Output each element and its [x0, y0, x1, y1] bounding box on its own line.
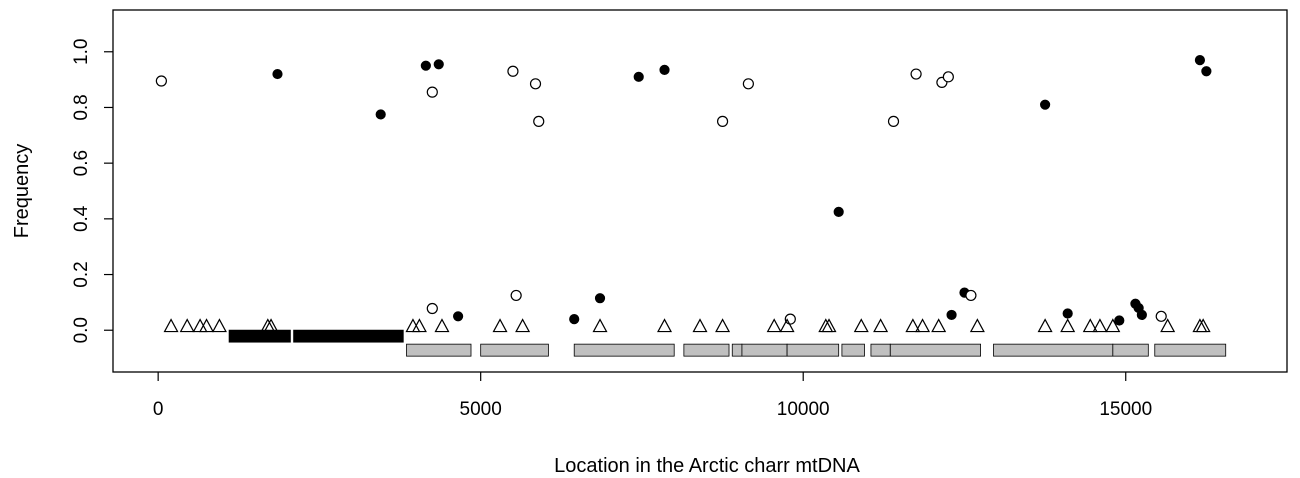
open-circle-point: [533, 115, 545, 127]
x-tick-label: 5000: [460, 399, 502, 420]
open-triangle-point: [492, 318, 508, 333]
gene-region-bar: [1112, 343, 1149, 357]
open-triangle-point: [1037, 318, 1053, 333]
filled-circle-point: [1136, 309, 1147, 321]
open-triangle-point: [411, 318, 427, 333]
open-triangle-point: [692, 318, 708, 333]
open-circle-point: [742, 78, 754, 90]
genome-regions: [228, 329, 1227, 357]
y-axis-title: Frequency: [11, 144, 33, 239]
y-tick-label: 0.0: [71, 317, 92, 343]
open-triangle-point: [434, 318, 450, 333]
x-axis: 0 5000 10000 15000: [153, 371, 1152, 420]
open-circle-point: [510, 289, 522, 302]
open-triangle-point: [821, 318, 837, 333]
open-circle-point: [887, 115, 900, 127]
filled-circle-point: [1194, 55, 1206, 66]
filled-circle-point: [375, 109, 386, 120]
open-triangle-point: [931, 318, 947, 333]
open-triangle-point: [1105, 318, 1121, 333]
filled-circle-point: [433, 59, 444, 70]
filled-circle-point: [1040, 99, 1051, 110]
open-triangle-point: [969, 318, 985, 333]
rrna-region-bar: [228, 329, 291, 343]
open-triangle-point: [405, 318, 421, 333]
gene-region-bar: [480, 343, 549, 357]
open-triangle-point: [715, 318, 731, 333]
open-triangle-point: [1195, 318, 1211, 333]
gene-region-bar: [683, 343, 730, 357]
filled-circle-point: [633, 71, 644, 82]
open-triangle-point: [779, 318, 795, 333]
filled-circle-point: [420, 60, 431, 71]
open-triangle-point: [179, 318, 195, 333]
open-triangle-point: [163, 318, 179, 333]
open-triangle-point: [1060, 318, 1076, 333]
open-triangle-point: [766, 318, 782, 333]
open-circle-point: [1155, 310, 1167, 322]
open-circle-point: [942, 71, 954, 83]
gene-region-bar: [870, 343, 891, 357]
filled-circle-point: [833, 206, 844, 217]
gene-region-bar: [786, 343, 840, 357]
open-circle-point: [426, 86, 438, 98]
filled-circle-point: [1201, 66, 1212, 77]
open-circle-point: [716, 115, 729, 127]
open-triangle-point: [1092, 318, 1108, 333]
y-tick-label: 0.2: [71, 261, 92, 287]
open-triangle-point: [1160, 318, 1176, 333]
filled-circle-point: [659, 64, 670, 75]
filled-circle-point: [272, 68, 283, 80]
gene-region-bar: [993, 343, 1114, 357]
plot-frame: [112, 9, 1288, 373]
filled-circle-point: [1114, 315, 1125, 326]
open-triangle-point: [192, 318, 208, 333]
open-triangle-point: [1082, 318, 1098, 333]
rrna-region-bar: [293, 329, 404, 343]
gene-region-bar: [731, 343, 743, 357]
gene-region-bar: [889, 343, 981, 357]
y-tick-label: 1.0: [71, 39, 92, 65]
x-axis-title: Location in the Arctic charr mtDNA: [554, 455, 860, 477]
open-triangle-point: [853, 318, 869, 333]
gene-region-bar: [841, 343, 865, 357]
open-triangle-point: [211, 318, 227, 333]
gene-region-bar: [406, 343, 472, 357]
filled-circle-point: [569, 313, 580, 325]
filled-circle-point: [453, 311, 464, 322]
open-circle-point: [529, 78, 542, 90]
data-points: [155, 55, 1212, 333]
x-tick-label: 10000: [777, 399, 830, 420]
open-triangle-point: [263, 318, 279, 333]
open-circle-point: [426, 302, 438, 315]
open-circle-point: [910, 68, 922, 80]
x-tick-label: 15000: [1099, 399, 1152, 420]
open-triangle-point: [873, 318, 889, 333]
open-triangle-point: [592, 318, 608, 333]
open-triangle-point: [915, 318, 931, 333]
x-tick-label: 0: [153, 399, 164, 420]
open-circle-point: [507, 65, 519, 77]
gene-region-bar: [741, 343, 788, 357]
open-triangle-point: [199, 318, 215, 333]
filled-circle-point: [946, 309, 957, 321]
open-circle-point: [155, 75, 167, 87]
gene-region-bar: [1154, 343, 1227, 357]
open-triangle-point: [905, 318, 921, 333]
open-triangle-point: [515, 318, 531, 333]
gene-region-bar: [573, 343, 675, 357]
filled-circle-point: [1062, 308, 1073, 319]
y-tick-label: 0.4: [71, 205, 92, 232]
open-triangle-point: [657, 318, 673, 333]
y-tick-label: 0.8: [71, 94, 92, 120]
y-tick-label: 0.6: [71, 150, 92, 176]
filled-circle-point: [594, 293, 606, 304]
open-circle-point: [965, 289, 977, 302]
y-axis: 0.0 0.2 0.4 0.6 0.8 1.0: [71, 39, 113, 343]
plot-frame-group: [112, 9, 1288, 373]
